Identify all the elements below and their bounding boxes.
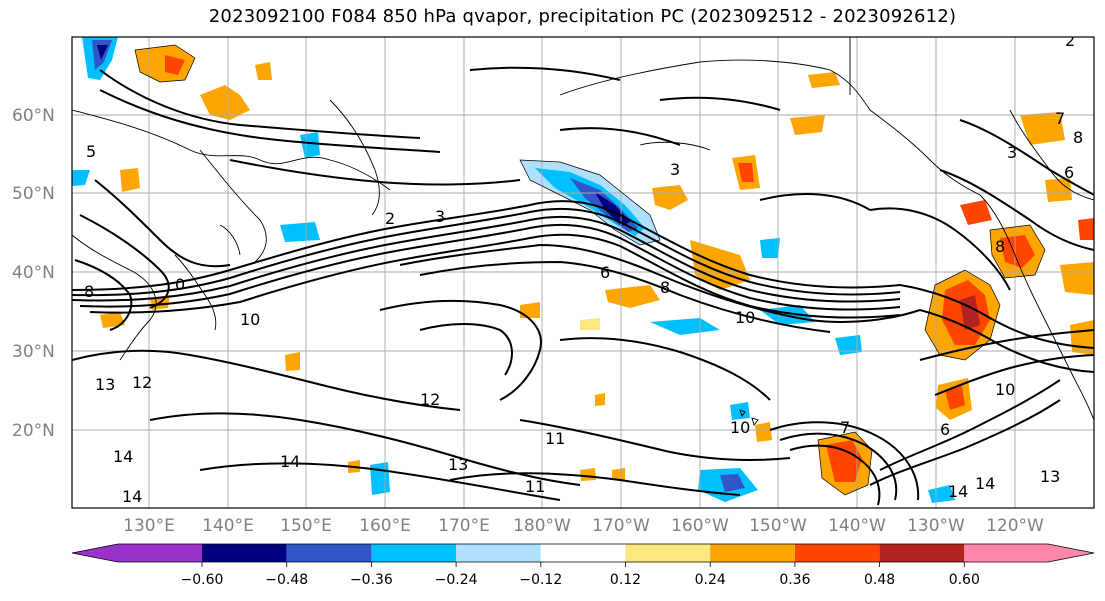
latitude-labels: 60°N 50°N 40°N 30°N 20°N	[12, 106, 55, 441]
contour-label: 8	[995, 237, 1005, 256]
colorbar-segment	[286, 544, 372, 562]
lon-label: 160°W	[671, 516, 729, 536]
lon-label: 170°W	[592, 516, 650, 536]
contour-label: 6	[1064, 163, 1074, 182]
colorbar-segment	[625, 544, 711, 562]
lon-label: 130°E	[123, 516, 175, 536]
lat-label: 40°N	[12, 263, 55, 283]
contour-label: 8	[1073, 128, 1083, 147]
contour-label: 0	[175, 275, 185, 294]
colorbar-segment	[710, 544, 795, 562]
colorbar-segment	[202, 544, 287, 562]
lon-label: 180°W	[513, 516, 571, 536]
contour-label: 14	[113, 447, 133, 466]
contour-label: 11	[545, 429, 565, 448]
colorbar-label: −0.36	[350, 572, 393, 588]
contour-label: 6	[600, 263, 610, 282]
contour-label: 2	[385, 209, 395, 228]
contour-label: 6	[940, 420, 950, 439]
colorbar-label: −0.60	[181, 572, 224, 588]
colorbar-segment	[964, 544, 1094, 562]
contour-label: 7	[1055, 109, 1065, 128]
contour-label: 8	[84, 282, 94, 301]
contour-label: 14	[975, 474, 995, 493]
contour-label: 3	[1007, 143, 1017, 162]
plot-frame	[71, 36, 1095, 509]
plot-area	[72, 37, 1094, 508]
colorbar-segment	[794, 544, 880, 562]
colorbar-segment	[72, 544, 202, 562]
graticule	[72, 37, 1094, 508]
lon-label: 120°W	[986, 516, 1044, 536]
lon-label: 150°W	[749, 516, 807, 536]
lon-label: 170°E	[438, 516, 490, 536]
lat-label: 20°N	[12, 421, 55, 441]
contour-label: 10	[995, 380, 1015, 399]
colorbar-outline	[71, 543, 1095, 563]
colorbar-segment	[371, 544, 457, 562]
colorbar-label: 0.48	[864, 572, 895, 588]
lon-label: 140°W	[828, 516, 886, 536]
contour-label: 12	[420, 390, 440, 409]
contour-label: 7	[840, 418, 850, 437]
contour-label: 8	[660, 278, 670, 297]
coastlines	[72, 37, 1094, 426]
colorbar-label: 0.24	[695, 572, 726, 588]
lon-label: 150°E	[280, 516, 332, 536]
contour-label: 14	[280, 452, 300, 471]
contour-label: 11	[525, 477, 545, 496]
contour-label: 2	[1065, 31, 1075, 50]
lon-label: 140°E	[202, 516, 254, 536]
map-title: 2023092100 F084 850 hPa qvapor, precipit…	[208, 6, 957, 27]
colorbar-label: −0.24	[435, 572, 478, 588]
contour-label: 3	[670, 160, 680, 179]
lat-label: 60°N	[12, 106, 55, 126]
contour-labels: 5 2 3 0 8 10 13 12 14 12 11 11 13 14 14 …	[84, 31, 1083, 506]
thin-contours	[134, 44, 1046, 496]
colorbar-label: −0.12	[519, 572, 562, 588]
colorbar-label: 0.12	[610, 572, 641, 588]
contour-label: 14	[948, 482, 968, 501]
colorbar-segment	[540, 544, 626, 562]
contour-label: 3	[435, 207, 445, 226]
colorbar-segment	[879, 544, 965, 562]
colorbar-label: 0.36	[779, 572, 810, 588]
qvapor-contours	[72, 66, 1094, 506]
colorbar: −0.60 −0.48 −0.36 −0.24 −0.12 0.12 0.24 0.36 0.4…	[71, 543, 1095, 588]
contour-label: 13	[1040, 467, 1060, 486]
contour-label: 12	[132, 373, 152, 392]
contour-label: 10	[730, 418, 750, 437]
contour-label: 10	[735, 308, 755, 327]
contour-label: 13	[95, 375, 115, 394]
contour-label: 5	[86, 142, 96, 161]
contour-label: 13	[448, 455, 468, 474]
colorbar-label: −0.48	[265, 572, 308, 588]
contour-label: 14	[122, 487, 142, 506]
lat-label: 30°N	[12, 342, 55, 362]
lon-label: 130°W	[907, 516, 965, 536]
lat-label: 50°N	[12, 184, 55, 204]
contour-label: 10	[240, 310, 260, 329]
longitude-labels: 130°E 140°E 150°E 160°E 170°E 180°W 170°…	[123, 516, 1044, 536]
colorbar-label: 0.60	[949, 572, 980, 588]
lon-label: 160°E	[359, 516, 411, 536]
colorbar-segment	[456, 544, 541, 562]
